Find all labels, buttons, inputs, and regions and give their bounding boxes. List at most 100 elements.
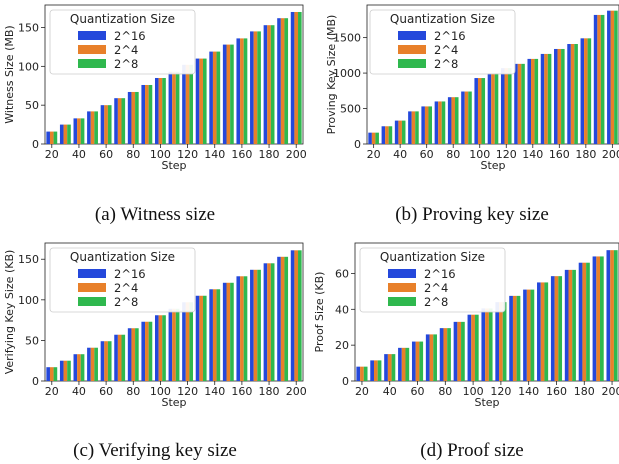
bar — [216, 51, 221, 145]
bar — [584, 38, 588, 144]
y-axis-label: Proving Key Size (MB) — [325, 15, 338, 135]
y-tick-label: 100 — [18, 294, 39, 307]
legend-label: 2^16 — [434, 29, 466, 43]
y-tick-label: 40 — [335, 303, 349, 316]
bar — [370, 360, 374, 381]
y-tick-label: 0 — [354, 138, 361, 151]
bar — [49, 367, 54, 381]
bar — [270, 263, 275, 381]
bar — [148, 321, 153, 381]
bar — [263, 25, 268, 144]
x-tick-label: 120 — [177, 148, 198, 161]
bar — [447, 328, 451, 381]
x-tick-label: 60 — [411, 385, 425, 398]
x-tick-label: 180 — [259, 385, 280, 398]
bar — [405, 347, 410, 381]
bar — [586, 262, 590, 381]
bar — [429, 334, 434, 381]
bar — [401, 120, 406, 144]
bar — [411, 341, 416, 381]
bar — [356, 366, 361, 381]
bar — [387, 354, 392, 381]
x-tick-label: 160 — [231, 148, 252, 161]
legend-label: 2^8 — [434, 57, 458, 71]
x-tick-label: 100 — [150, 385, 171, 398]
bar — [554, 276, 559, 381]
y-tick-label: 150 — [18, 22, 39, 35]
x-tick-label: 140 — [204, 385, 225, 398]
bar — [257, 31, 261, 144]
x-tick-label: 20 — [367, 148, 381, 161]
bar — [433, 334, 437, 381]
x-tick-label: 140 — [204, 148, 225, 161]
bar — [212, 289, 217, 381]
bar — [561, 48, 565, 144]
bar — [360, 366, 364, 381]
bar — [250, 31, 254, 144]
bar — [587, 38, 592, 144]
bar — [145, 321, 149, 381]
bar — [424, 106, 429, 144]
bar — [408, 111, 412, 144]
bar — [398, 120, 402, 144]
legend-label: 2^4 — [434, 43, 458, 57]
bar — [557, 48, 562, 144]
bar — [568, 269, 573, 381]
x-tick-label: 40 — [72, 385, 86, 398]
bar — [117, 98, 122, 144]
bar — [597, 14, 601, 145]
y-tick-label: 100 — [18, 60, 39, 73]
x-tick-label: 120 — [496, 148, 517, 161]
bar — [290, 250, 295, 381]
bar — [185, 302, 190, 381]
bar — [441, 101, 446, 144]
bar — [257, 269, 261, 381]
bar — [495, 302, 500, 381]
bar — [114, 98, 118, 144]
bar — [280, 18, 285, 145]
bar — [277, 256, 281, 381]
bar — [127, 328, 132, 381]
y-axis-label: Verifying Key Size (KB) — [3, 250, 16, 375]
bar — [454, 97, 459, 144]
bar — [131, 328, 136, 381]
bar — [468, 91, 472, 144]
bar — [172, 308, 176, 381]
bar — [189, 302, 194, 381]
x-tick-label: 40 — [72, 148, 86, 161]
bar — [243, 38, 248, 144]
bar — [158, 315, 163, 381]
bar — [434, 101, 439, 144]
bar — [516, 295, 521, 381]
bar — [439, 328, 444, 381]
x-tick-label: 60 — [99, 385, 113, 398]
y-tick-label: 1500 — [333, 32, 361, 45]
bar — [521, 63, 525, 144]
bar — [104, 105, 108, 144]
bar — [526, 289, 531, 381]
bar — [421, 106, 425, 144]
bar — [488, 308, 493, 381]
legend-swatch — [388, 297, 416, 306]
bar — [175, 308, 180, 381]
bar — [209, 289, 213, 381]
bar — [236, 38, 241, 144]
bar — [544, 53, 548, 144]
x-tick-label: 80 — [126, 148, 140, 161]
x-axis-label: Step — [474, 396, 499, 409]
legend-swatch — [78, 45, 106, 54]
y-tick-label: 50 — [25, 99, 39, 112]
x-tick-label: 40 — [393, 148, 407, 161]
bar — [230, 282, 234, 381]
bar — [114, 334, 118, 381]
legend-label: 2^8 — [424, 295, 448, 309]
bar — [189, 64, 194, 144]
bar — [401, 347, 406, 381]
bar — [80, 118, 85, 144]
y-tick-label: 1000 — [333, 67, 361, 80]
x-tick-label: 100 — [469, 148, 490, 161]
bar — [415, 341, 420, 381]
bar — [530, 289, 535, 381]
bar — [425, 334, 430, 381]
bar — [461, 91, 465, 144]
